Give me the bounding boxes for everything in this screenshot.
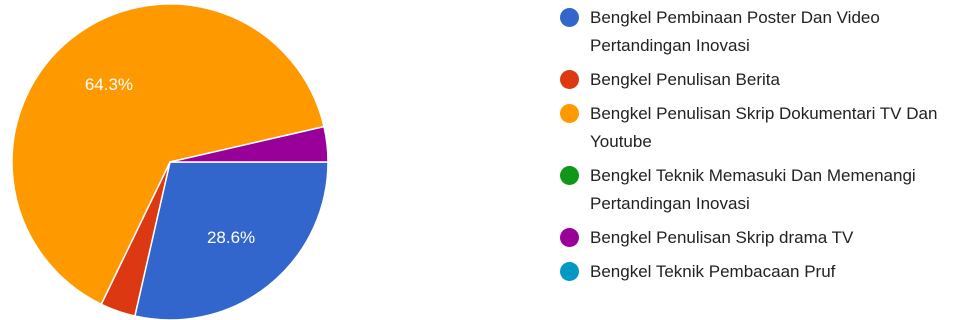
legend-item-bengkel-teknik-memasuki-dan-memenangi-pertandingan-inovasi: Bengkel Teknik Memasuki Dan Memenangi Pe… — [560, 162, 955, 218]
legend-item-bengkel-penulisan-skrip-dokumentari-tv-dan-youtube: Bengkel Penulisan Skrip Dokumentari TV D… — [560, 100, 955, 156]
legend-label: Bengkel Teknik Memasuki Dan Memenangi Pe… — [590, 166, 916, 213]
legend-item-bengkel-teknik-pembacaan-pruf: Bengkel Teknik Pembacaan Pruf — [560, 258, 955, 286]
legend-label: Bengkel Penulisan Berita — [590, 70, 780, 89]
slice-label-bengkel-penulisan-skrip-dokumentari-tv-dan-youtube: 64.3% — [85, 75, 133, 94]
pie-slice-bengkel-penulisan-skrip-dokumentari-tv-dan-youtube — [11, 3, 325, 306]
legend-item-bengkel-pembinaan-poster-dan-video-pertandingan-inovasi: Bengkel Pembinaan Poster Dan Video Perta… — [560, 4, 955, 60]
legend-item-bengkel-penulisan-skrip-drama-tv: Bengkel Penulisan Skrip drama TV — [560, 224, 955, 252]
legend: Bengkel Pembinaan Poster Dan Video Perta… — [560, 4, 955, 292]
legend-swatch-icon — [560, 70, 579, 89]
legend-swatch-icon — [560, 262, 579, 281]
pie-slice-bengkel-penulisan-skrip-drama-tv — [169, 125, 329, 163]
slice-label-bengkel-pembinaan-poster-dan-video-pertandingan-inovasi: 28.6% — [207, 228, 255, 247]
legend-swatch-icon — [560, 104, 579, 123]
legend-swatch-icon — [560, 228, 579, 247]
pie-chart: 28.6% 64.3% — [11, 3, 329, 320]
legend-item-bengkel-penulisan-berita: Bengkel Penulisan Berita — [560, 66, 955, 94]
legend-label: Bengkel Teknik Pembacaan Pruf — [590, 262, 836, 281]
legend-swatch-icon — [560, 8, 579, 27]
legend-swatch-icon — [560, 166, 579, 185]
legend-label: Bengkel Penulisan Skrip drama TV — [590, 228, 854, 247]
legend-label: Bengkel Pembinaan Poster Dan Video Perta… — [590, 8, 880, 55]
legend-label: Bengkel Penulisan Skrip Dokumentari TV D… — [590, 104, 938, 151]
